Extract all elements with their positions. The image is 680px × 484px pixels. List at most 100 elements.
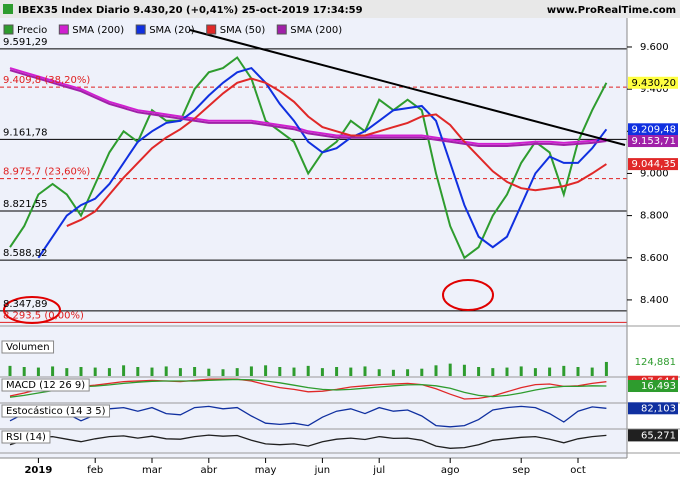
source: www.ProRealTime.com <box>547 5 676 16</box>
volume-bar <box>448 363 452 376</box>
volume-bar <box>505 367 509 376</box>
value-tag <box>628 380 678 393</box>
series-line <box>37 66 608 259</box>
volume-bar <box>107 368 111 376</box>
chart-title: IBEX35 Index Diario 9.430,20 (+0,41%) 25… <box>18 5 363 16</box>
value-tag-label: 16,493 <box>641 381 676 392</box>
value-tag <box>628 402 678 415</box>
volume-bar <box>292 367 296 376</box>
panel-title: Estocástico (14 3 5) <box>6 405 106 417</box>
legend-swatch <box>135 24 146 35</box>
level-label: 9.161,78 <box>3 127 48 138</box>
level-label: 8.821,55 <box>3 199 48 210</box>
panel-title: Volumen <box>6 342 50 353</box>
legend-label: SMA (50) <box>220 25 266 36</box>
value-tag-label: 9.153,71 <box>631 136 676 147</box>
value-tag-label: 9.209,48 <box>631 124 676 135</box>
volume-bar <box>65 368 69 376</box>
x-tick-label: oct <box>570 465 586 476</box>
volume-bar <box>491 368 495 376</box>
logo <box>3 4 13 14</box>
highlight-circle <box>442 279 494 311</box>
panel-title-box <box>1 430 51 444</box>
volume-bar <box>548 367 552 376</box>
legend-swatch <box>3 24 14 35</box>
y-tick-label: 8.800 <box>640 211 669 222</box>
volume-bar <box>79 367 83 376</box>
series-line <box>9 378 607 400</box>
volume-bar <box>164 366 168 376</box>
volume-bar <box>477 367 481 376</box>
legend-label: Precio <box>17 25 47 36</box>
level-label: 8.975,7 (23,60%) <box>3 167 90 178</box>
volume-bar <box>207 368 211 376</box>
volume-bar <box>22 367 26 376</box>
panel-title-box <box>1 340 55 354</box>
volume-bar <box>576 367 580 376</box>
y-tick-label: 9.000 <box>640 168 669 179</box>
x-tick-label: may <box>255 465 277 476</box>
volume-bar <box>562 365 566 376</box>
x-tick-label: abr <box>201 465 218 476</box>
volume-bar <box>278 367 282 376</box>
volume-bar <box>93 367 97 376</box>
y-tick-label: 9.400 <box>640 84 669 95</box>
volume-bar <box>349 367 353 376</box>
value-tag <box>628 355 678 368</box>
panel-title: MACD (12 26 9) <box>6 380 85 391</box>
volume-bar <box>221 369 225 376</box>
x-tick-label: jun <box>314 465 330 476</box>
value-tag <box>628 135 678 148</box>
y-tick-label: 9.600 <box>640 42 669 53</box>
volume-bar <box>249 366 253 376</box>
volume-bar <box>533 368 537 376</box>
value-tag <box>628 158 678 171</box>
trend-line <box>189 29 626 146</box>
legend-swatch <box>58 24 69 35</box>
volume-bar <box>406 369 410 376</box>
volume-bar <box>320 368 324 376</box>
y-tick-label: 8.600 <box>640 253 669 264</box>
volume-bar <box>306 365 310 376</box>
header-bar <box>0 0 680 18</box>
level-label: 8.293,5 (0,00%) <box>3 310 84 321</box>
volume-bar <box>590 367 594 376</box>
series-line <box>66 77 607 228</box>
volume-bar <box>462 364 466 376</box>
volume-bar <box>150 367 154 376</box>
legend-label: SMA (200) <box>72 25 124 36</box>
volume-bar <box>264 365 268 376</box>
x-tick-label: ago <box>441 465 460 476</box>
x-tick-label: feb <box>87 465 103 476</box>
legend-label: SMA (20) <box>149 25 195 36</box>
volume-bar <box>377 369 381 376</box>
value-tag-label: 124,881 <box>635 357 676 368</box>
value-tag-label: 9.430,20 <box>631 78 676 89</box>
volume-bar <box>335 367 339 376</box>
legend-swatch <box>206 24 217 35</box>
x-tick-label: sep <box>512 465 530 476</box>
x-tick-label: jul <box>372 465 385 476</box>
legend-swatch <box>276 24 287 35</box>
level-label: 9.409,8 (38,20%) <box>3 75 90 86</box>
highlight-circle <box>3 296 61 324</box>
panel-title: RSI (14) <box>6 432 46 443</box>
volume-bar <box>434 365 438 376</box>
panel-title-box <box>1 404 111 418</box>
volume-bar <box>604 361 608 376</box>
series-line <box>9 69 607 147</box>
y-tick-label: 8.400 <box>640 295 669 306</box>
volume-bar <box>391 369 395 376</box>
level-label: 9.591,29 <box>3 37 48 48</box>
volume-bar <box>178 368 182 376</box>
value-tag-label: 9.044,35 <box>631 159 676 170</box>
value-tag <box>628 429 678 442</box>
volume-bar <box>8 365 12 376</box>
level-label: 8.588,82 <box>3 248 48 259</box>
volume-bar <box>235 368 239 376</box>
volume-bar <box>51 366 55 376</box>
series-line <box>9 434 607 449</box>
panel-title-box <box>1 378 90 392</box>
